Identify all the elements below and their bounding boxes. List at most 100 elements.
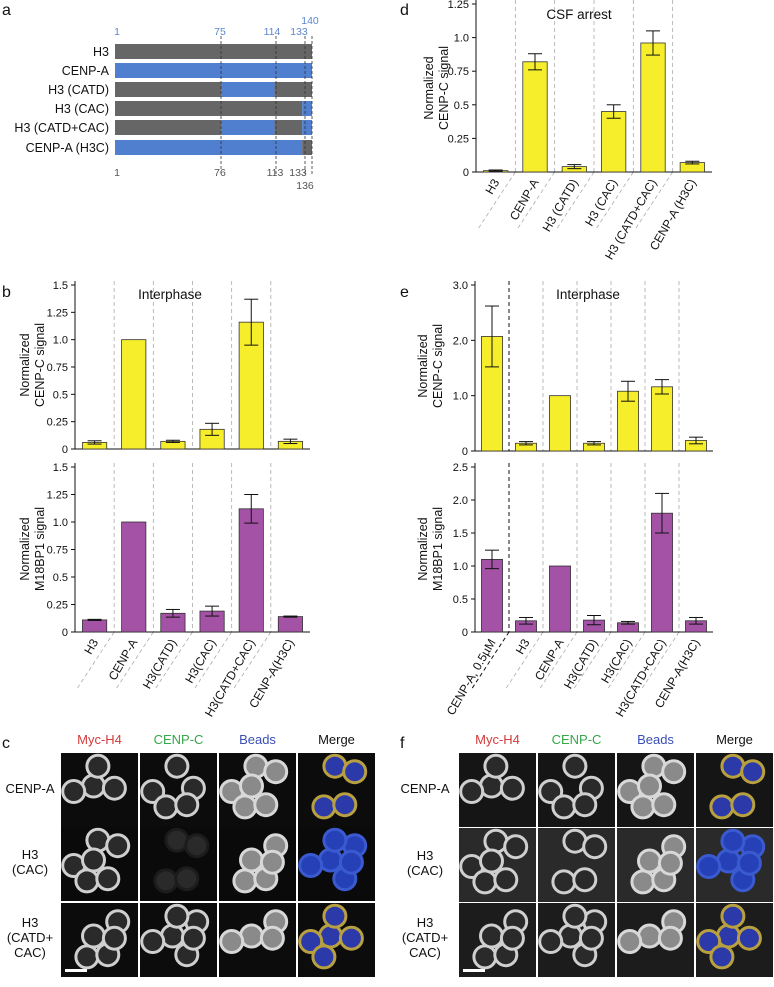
row-label-line: CAC) [409, 944, 441, 960]
channel-label: Myc-H4 [77, 732, 122, 747]
y-tick-label: 1.0 [453, 561, 468, 573]
bead [322, 903, 348, 929]
channel-label: Myc-H4 [475, 732, 520, 747]
bar [640, 42, 666, 173]
bead [311, 944, 337, 970]
category-separator-diagonal [232, 631, 272, 691]
micrograph-image [459, 828, 529, 895]
micrograph-image [459, 753, 525, 804]
bead [493, 867, 519, 893]
bead [174, 866, 200, 892]
panel-label-f: f [400, 735, 405, 752]
bar [522, 61, 548, 173]
bead [239, 847, 264, 873]
bead [551, 794, 577, 820]
category-label: H3 [81, 636, 101, 657]
y-tick-label: 0 [462, 446, 468, 458]
micrograph-panel [61, 903, 138, 977]
y-axis-label-line: M18BP1 signal [33, 507, 47, 591]
bead [657, 850, 683, 876]
category-label: H3 [513, 636, 533, 657]
residue-tick-bottom: 1 [114, 167, 120, 179]
y-tick-label: 0.25 [47, 417, 68, 429]
scale-bar [65, 969, 87, 972]
micrograph-panel [298, 827, 375, 901]
micrograph-panel [459, 828, 536, 902]
panel-label-e: e [400, 284, 409, 301]
domain-segment [274, 82, 312, 97]
y-axis-label-line: Normalized [18, 333, 32, 396]
y-tick-label: 0.5 [53, 389, 68, 401]
micrograph-panel [140, 827, 217, 901]
micrograph-image [298, 827, 368, 892]
bead [472, 869, 498, 895]
micrograph-image [617, 909, 687, 954]
y-tick-label: 0.5 [53, 572, 68, 584]
domain-segment [302, 140, 312, 155]
bead [74, 944, 100, 970]
category-separator-diagonal [114, 631, 154, 691]
category-separator-diagonal [538, 631, 578, 691]
category-separator-diagonal [572, 631, 612, 691]
y-tick-label: 1.25 [47, 490, 68, 502]
micrograph-panel [538, 903, 615, 977]
micrograph-panel [459, 903, 536, 977]
y-tick-label: 0.25 [448, 133, 469, 145]
micrograph-panel [617, 828, 694, 902]
domain-segment [115, 120, 222, 135]
category-separator-diagonal [516, 171, 556, 231]
micrograph-panel [298, 753, 375, 827]
bead [342, 759, 368, 785]
bead [696, 854, 722, 879]
bead [562, 753, 588, 779]
bead [85, 753, 111, 779]
bead [538, 929, 564, 954]
micrograph-panel [538, 753, 615, 827]
micrograph-panel [140, 753, 217, 827]
bead [472, 944, 498, 970]
y-tick-label: 1.25 [448, 0, 469, 11]
channel-label: Merge [716, 732, 753, 747]
bead [696, 929, 722, 954]
y-axis-label-line: CENP-C signal [33, 323, 47, 407]
bead [538, 779, 564, 804]
bead [153, 868, 179, 894]
bead [164, 753, 190, 779]
chart-title: Interphase [556, 287, 620, 302]
panel-label-b: b [2, 284, 11, 301]
row-label-line: (CATD+ [401, 929, 449, 945]
micrograph-panel [696, 903, 773, 977]
category-label: CENP-A [106, 637, 141, 683]
bead [81, 847, 106, 873]
y-tick-label: 2.0 [453, 335, 468, 347]
bead [578, 925, 604, 951]
micrograph-image [219, 909, 289, 954]
micrograph-panel [219, 903, 296, 977]
row-label-line: CENP-A [5, 781, 55, 796]
bead [479, 923, 504, 949]
bead [263, 759, 289, 785]
micrograph-panel [219, 827, 296, 901]
residue-tick-bottom: 136 [296, 180, 314, 192]
y-tick-label: 0 [62, 627, 68, 639]
bead [582, 834, 608, 860]
bead [174, 792, 200, 818]
micrograph-image [630, 834, 687, 895]
bead [740, 759, 766, 785]
bead [232, 794, 258, 820]
y-tick-label: 0 [463, 167, 469, 179]
bead [503, 834, 529, 860]
residue-tick-top: 75 [214, 26, 226, 38]
residue-tick-bottom: 133 [289, 167, 307, 179]
bead [140, 929, 166, 954]
category-label: CENP-A [532, 637, 567, 683]
row-label-line: (CAC) [406, 862, 444, 878]
construct-label: H3 [93, 45, 109, 59]
bead [153, 794, 179, 820]
y-tick-label: 0.75 [47, 362, 68, 374]
panel-label-c: c [2, 735, 10, 752]
y-tick-label: 0.25 [47, 600, 68, 612]
bead [709, 794, 735, 820]
bead [630, 794, 656, 820]
